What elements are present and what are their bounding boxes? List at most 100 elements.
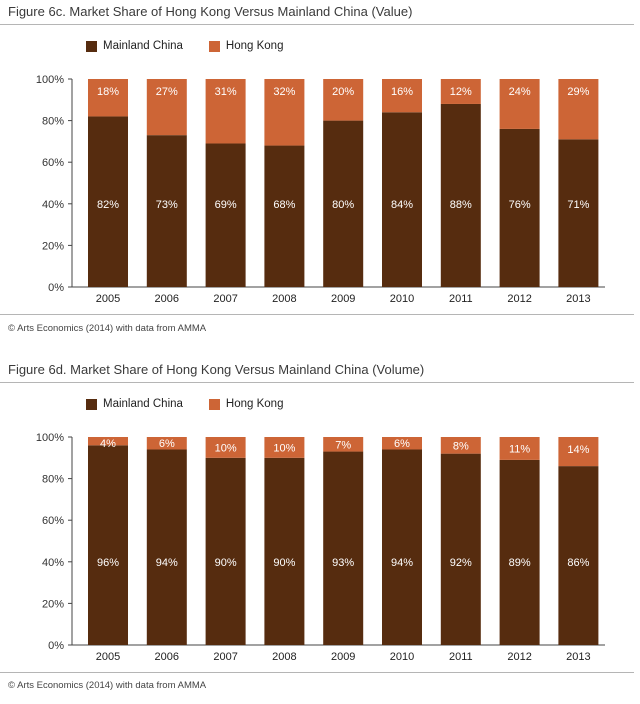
bar-mainland: [88, 445, 128, 645]
bar-mainland: [323, 120, 364, 287]
y-tick-label: 100%: [36, 74, 64, 86]
legend-swatch-mainland: [86, 398, 97, 410]
data-label-mainland: 88%: [450, 199, 472, 211]
bar-hongkong: [382, 79, 422, 113]
chart-panel-volume: Figure 6d. Market Share of Hong Kong Ver…: [0, 358, 640, 704]
x-tick-label: 2010: [390, 293, 414, 305]
bar-mainland: [558, 139, 599, 287]
legend-label-mainland: Mainland China: [103, 398, 183, 410]
x-tick-label: 2009: [331, 293, 355, 305]
y-tick-label: 60%: [42, 157, 64, 169]
x-tick-label: 2011: [449, 651, 473, 663]
legend: Mainland China Hong Kong: [86, 398, 309, 410]
bar-mainland: [146, 135, 187, 287]
bar-mainland: [323, 451, 364, 645]
legend-swatch-hongkong: [208, 40, 220, 52]
data-label-hongkong: 29%: [567, 86, 589, 98]
bar-mainland: [264, 145, 305, 287]
data-label-hongkong: 7%: [335, 439, 351, 451]
data-label-hongkong: 14%: [567, 444, 589, 456]
bar-mainland: [440, 103, 481, 288]
x-tick-label: 2010: [390, 651, 414, 663]
y-tick-label: 0%: [48, 640, 64, 652]
data-label-mainland: 90%: [215, 557, 237, 569]
y-tick-label: 0%: [48, 282, 64, 294]
data-label-mainland: 71%: [567, 199, 589, 211]
y-tick-label: 40%: [42, 557, 64, 569]
bar-hongkong: [440, 437, 481, 454]
title-rule: [0, 382, 634, 383]
data-label-hongkong: 20%: [332, 86, 354, 98]
bar-mainland: [264, 457, 305, 645]
legend-label-mainland: Mainland China: [103, 40, 183, 52]
y-tick-label: 60%: [42, 515, 64, 527]
x-tick-label: 2008: [272, 293, 296, 305]
title-rule: [0, 24, 634, 25]
bar-hongkong: [323, 79, 364, 121]
legend-swatch-mainland: [86, 40, 97, 52]
data-label-hongkong: 27%: [156, 86, 178, 98]
data-label-mainland: 92%: [450, 557, 472, 569]
bar-hongkong: [264, 79, 305, 146]
chart-title: Figure 6c. Market Share of Hong Kong Ver…: [8, 4, 413, 19]
x-tick-label: 2012: [507, 651, 531, 663]
data-label-hongkong: 8%: [453, 440, 469, 452]
x-tick-label: 2005: [96, 293, 120, 305]
bar-mainland: [382, 449, 422, 645]
bar-hongkong: [440, 79, 481, 104]
bar-hongkong: [88, 79, 128, 117]
bar-hongkong: [88, 437, 128, 446]
data-label-hongkong: 6%: [159, 438, 175, 450]
data-label-mainland: 96%: [97, 557, 119, 569]
bar-hongkong: [264, 437, 305, 458]
bar-mainland: [88, 116, 128, 287]
bar-hongkong: [499, 437, 540, 460]
bar-chart-value: 0% 20% 40% 60% 80% 100% 82% 18% 2005 73% 27% 2006 69…: [36, 74, 605, 305]
bar-mainland: [558, 466, 599, 645]
x-tick-label: 2005: [96, 651, 120, 663]
legend-label-hongkong: Hong Kong: [225, 40, 284, 52]
data-label-mainland: 86%: [567, 557, 589, 569]
bar-mainland: [205, 457, 246, 645]
source-rule: [0, 672, 634, 673]
data-label-hongkong: 4%: [100, 438, 116, 450]
y-tick-label: 20%: [42, 240, 64, 252]
legend-item-hongkong: Hong Kong: [208, 398, 284, 410]
bar-hongkong: [323, 437, 364, 452]
data-label-hongkong: 32%: [273, 86, 295, 98]
x-tick-label: 2012: [507, 293, 531, 305]
data-label-mainland: 82%: [97, 199, 119, 211]
x-tick-label: 2007: [213, 651, 237, 663]
y-tick-label: 80%: [42, 474, 64, 486]
data-label-mainland: 69%: [215, 199, 237, 211]
data-label-hongkong: 11%: [509, 443, 530, 455]
data-label-mainland: 73%: [156, 199, 178, 211]
bar-hongkong: [558, 437, 599, 467]
bar-hongkong: [382, 437, 422, 450]
data-label-mainland: 93%: [332, 557, 354, 569]
bar-mainland: [146, 449, 187, 645]
bar-hongkong: [558, 79, 599, 140]
y-tick-label: 100%: [36, 432, 64, 444]
x-tick-label: 2013: [566, 293, 590, 305]
legend-label-hongkong: Hong Kong: [225, 398, 284, 410]
data-label-mainland: 84%: [391, 199, 413, 211]
bar-chart-volume: 0% 20% 40% 60% 80% 100% 96% 4% 2005 94% 6% 2006 90% 1…: [36, 432, 605, 663]
bar-hongkong: [205, 437, 246, 458]
x-tick-label: 2011: [449, 293, 473, 305]
data-label-mainland: 90%: [273, 557, 295, 569]
bar-mainland: [499, 459, 540, 645]
x-tick-label: 2008: [272, 651, 296, 663]
chart-title: Figure 6d. Market Share of Hong Kong Ver…: [8, 362, 425, 377]
chart-panel-value: Figure 6c. Market Share of Hong Kong Ver…: [0, 4, 634, 334]
bar-hongkong: [146, 437, 187, 450]
data-label-mainland: 68%: [273, 199, 295, 211]
x-tick-label: 2006: [155, 293, 179, 305]
source-rule: [0, 314, 634, 315]
source-note: © Arts Economics (2014) with data from A…: [8, 323, 207, 334]
source-note: © Arts Economics (2014) with data from A…: [8, 680, 207, 691]
bar-mainland: [499, 128, 540, 287]
bar-mainland: [205, 143, 246, 287]
data-label-hongkong: 10%: [215, 442, 237, 454]
data-label-hongkong: 31%: [215, 86, 237, 98]
